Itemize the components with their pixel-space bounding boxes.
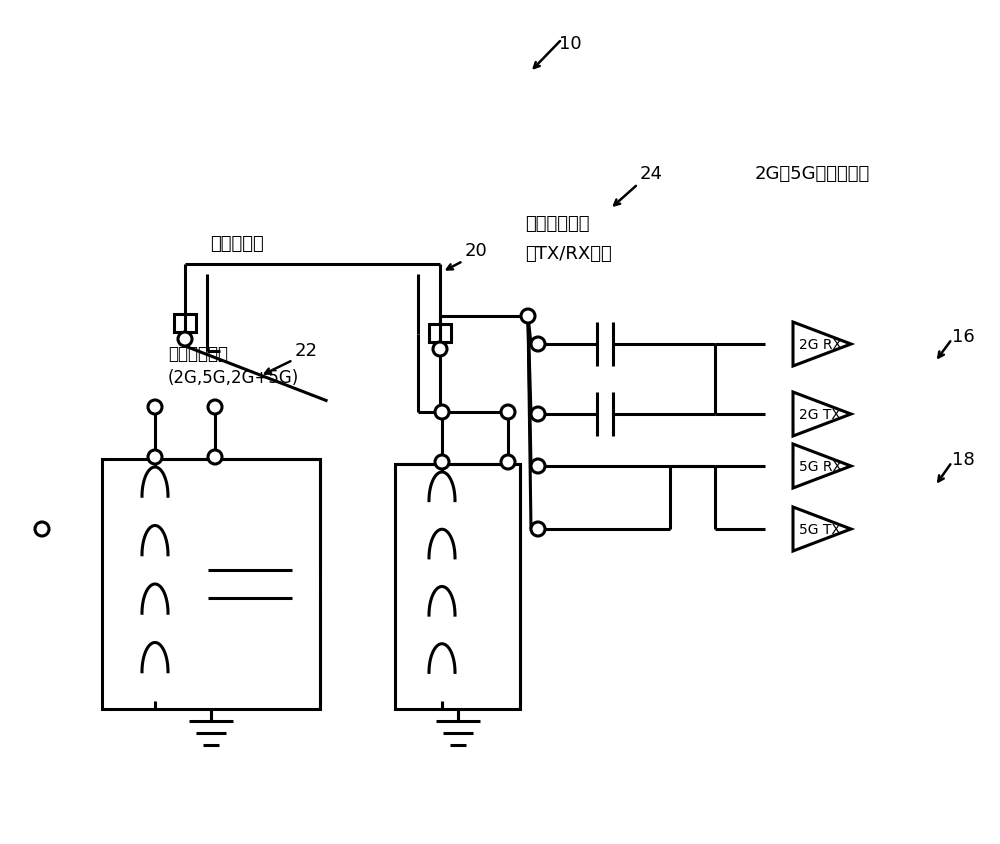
Bar <box>174 315 196 333</box>
Text: 5G RX: 5G RX <box>799 459 842 473</box>
Text: 16: 16 <box>952 327 975 345</box>
Text: 可配置天线: 可配置天线 <box>210 235 264 252</box>
Text: 24: 24 <box>640 165 663 183</box>
Text: (2G,5G,2G+5G): (2G,5G,2G+5G) <box>168 369 299 387</box>
Text: 5G TX: 5G TX <box>799 522 841 537</box>
Bar <box>429 325 451 343</box>
Circle shape <box>435 405 449 419</box>
Text: 和TX/RX选择: 和TX/RX选择 <box>525 245 612 262</box>
Polygon shape <box>793 322 851 366</box>
Text: 模式选择开关: 模式选择开关 <box>168 344 228 363</box>
Circle shape <box>531 408 545 421</box>
Circle shape <box>148 401 162 414</box>
Circle shape <box>531 522 545 537</box>
Circle shape <box>501 456 515 469</box>
Text: 10: 10 <box>559 35 581 53</box>
Circle shape <box>178 333 192 347</box>
Circle shape <box>435 456 449 469</box>
Circle shape <box>208 401 222 414</box>
Circle shape <box>521 310 535 323</box>
Circle shape <box>531 338 545 352</box>
Text: 聚合模式选择: 聚合模式选择 <box>525 214 590 233</box>
Text: 22: 22 <box>295 342 318 360</box>
Circle shape <box>433 343 447 356</box>
Circle shape <box>531 459 545 473</box>
Circle shape <box>501 405 515 419</box>
Polygon shape <box>793 507 851 551</box>
Circle shape <box>148 451 162 464</box>
Polygon shape <box>793 392 851 436</box>
Text: 2G和5G无线电装置: 2G和5G无线电装置 <box>755 165 870 183</box>
Text: 2G TX: 2G TX <box>799 408 841 421</box>
Bar <box>102 459 320 709</box>
Text: 18: 18 <box>952 451 975 468</box>
Bar <box>395 464 520 709</box>
Text: 2G RX: 2G RX <box>799 338 842 352</box>
Polygon shape <box>793 445 851 489</box>
Circle shape <box>35 522 49 537</box>
Text: 20: 20 <box>465 241 488 260</box>
Circle shape <box>208 451 222 464</box>
